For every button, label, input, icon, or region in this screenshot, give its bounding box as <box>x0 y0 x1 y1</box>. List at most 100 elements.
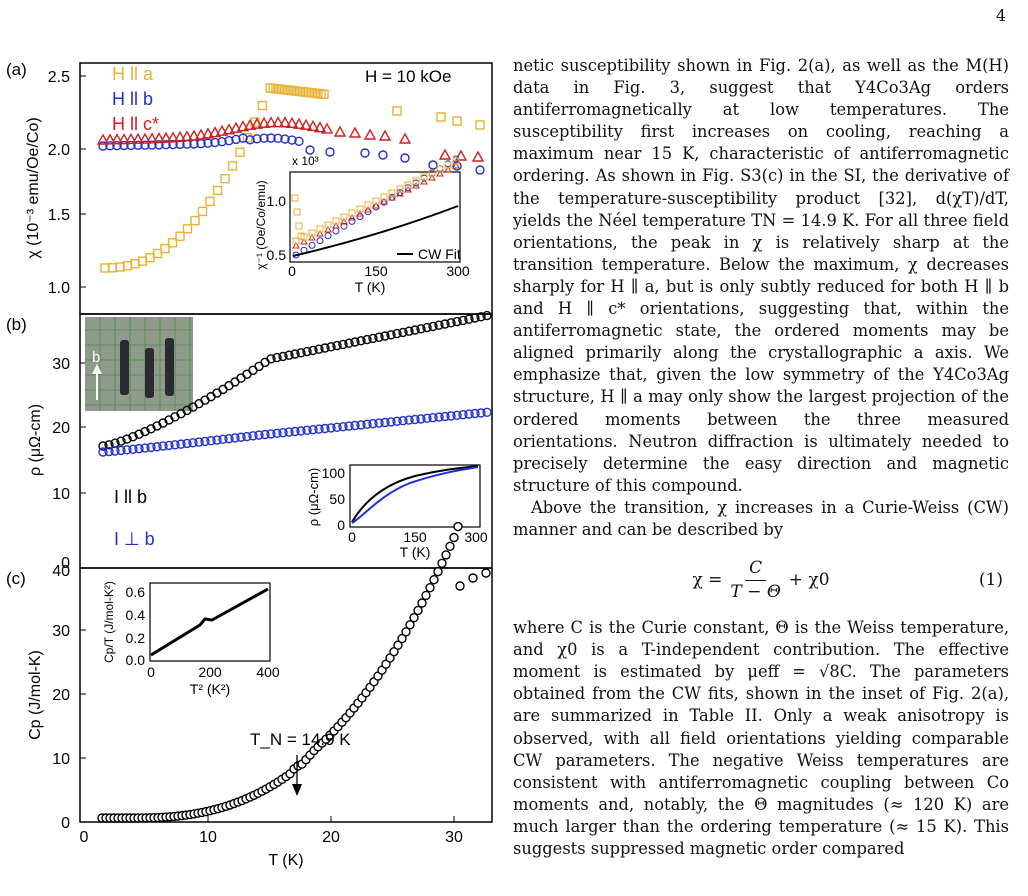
marker <box>158 441 168 451</box>
marker <box>133 140 143 150</box>
marker <box>243 118 257 130</box>
marker <box>300 238 308 245</box>
marker <box>410 414 420 425</box>
marker <box>446 411 456 421</box>
marker <box>436 112 446 122</box>
marker <box>215 124 229 136</box>
paragraph-2: Above the transition, χ increases in a C… <box>513 497 1009 539</box>
panel-c-label: (c) <box>6 569 26 588</box>
marker <box>205 196 215 207</box>
marker <box>333 125 347 137</box>
marker <box>422 322 432 333</box>
svg-text:0.6: 0.6 <box>126 584 146 600</box>
marker <box>167 238 178 248</box>
inset-c-xlabel: T² (K²) <box>190 681 230 697</box>
panel-b-label: (b) <box>6 315 27 334</box>
marker <box>218 434 228 445</box>
marker <box>98 441 108 451</box>
marker <box>458 315 468 326</box>
marker <box>260 429 270 440</box>
marker <box>147 140 157 150</box>
inset-b-blue-curve <box>351 466 479 524</box>
marker <box>452 116 462 126</box>
inset-b-black-curve <box>351 465 479 523</box>
marker <box>305 145 315 155</box>
marker <box>428 174 436 181</box>
marker <box>428 321 438 332</box>
marker <box>242 132 253 143</box>
marker <box>296 348 306 358</box>
marker <box>272 428 282 438</box>
marker <box>131 132 145 144</box>
marker <box>344 421 354 431</box>
series-cp <box>97 521 491 823</box>
marker <box>302 425 312 435</box>
marker <box>350 337 360 347</box>
marker <box>134 429 144 439</box>
field-label: H = 10 kOe <box>365 67 451 86</box>
marker <box>231 134 241 145</box>
marker <box>272 352 282 363</box>
marker <box>404 181 412 189</box>
marker <box>140 443 150 453</box>
marker <box>454 149 468 161</box>
inset-a-series <box>291 155 460 259</box>
marker <box>160 243 170 254</box>
svg-text:200: 200 <box>198 664 222 680</box>
marker <box>308 229 316 237</box>
marker <box>278 116 292 128</box>
svg-text:20: 20 <box>52 420 70 437</box>
marker <box>302 346 312 357</box>
marker <box>294 136 304 146</box>
marker <box>392 328 402 339</box>
svg-text:30: 30 <box>445 829 463 846</box>
marker <box>340 213 348 221</box>
panel-a-label: (a) <box>6 60 27 79</box>
legend-h-b: H ll b <box>112 89 153 109</box>
marker <box>348 126 362 138</box>
marker <box>344 338 354 348</box>
marker <box>360 148 370 158</box>
marker <box>444 161 452 169</box>
marker <box>380 331 390 341</box>
panel-c-frame <box>79 567 493 823</box>
marker <box>475 165 485 175</box>
marker <box>152 132 166 144</box>
marker <box>236 432 246 442</box>
marker <box>146 442 156 453</box>
marker <box>292 242 300 249</box>
marker <box>434 320 444 330</box>
svg-text:1.0: 1.0 <box>48 280 70 297</box>
svg-text:0: 0 <box>337 517 345 533</box>
marker <box>197 206 208 217</box>
marker <box>374 418 384 428</box>
marker <box>482 310 492 321</box>
svg-text:0.5: 0.5 <box>267 247 287 263</box>
marker <box>194 128 208 140</box>
marker <box>119 140 129 151</box>
marker <box>314 424 324 434</box>
marker <box>200 436 210 447</box>
svg-text:0.2: 0.2 <box>126 630 146 646</box>
marker <box>206 391 216 402</box>
marker <box>296 426 306 436</box>
marker <box>98 141 108 151</box>
svg-text:30: 30 <box>52 623 70 640</box>
marker <box>316 225 324 233</box>
inset-a-multiplier: x 10³ <box>292 154 319 168</box>
marker <box>242 431 252 442</box>
marker <box>429 575 439 585</box>
marker <box>293 208 301 216</box>
marker <box>273 133 283 144</box>
marker <box>348 217 356 225</box>
marker <box>400 153 410 163</box>
svg-text:0: 0 <box>288 263 296 279</box>
marker <box>452 157 460 165</box>
marker <box>173 130 187 143</box>
svg-text:300: 300 <box>446 263 470 279</box>
marker <box>413 605 423 616</box>
svg-text:40: 40 <box>52 563 70 580</box>
marker <box>290 426 300 437</box>
svg-text:100: 100 <box>322 465 346 481</box>
marker <box>324 221 332 229</box>
